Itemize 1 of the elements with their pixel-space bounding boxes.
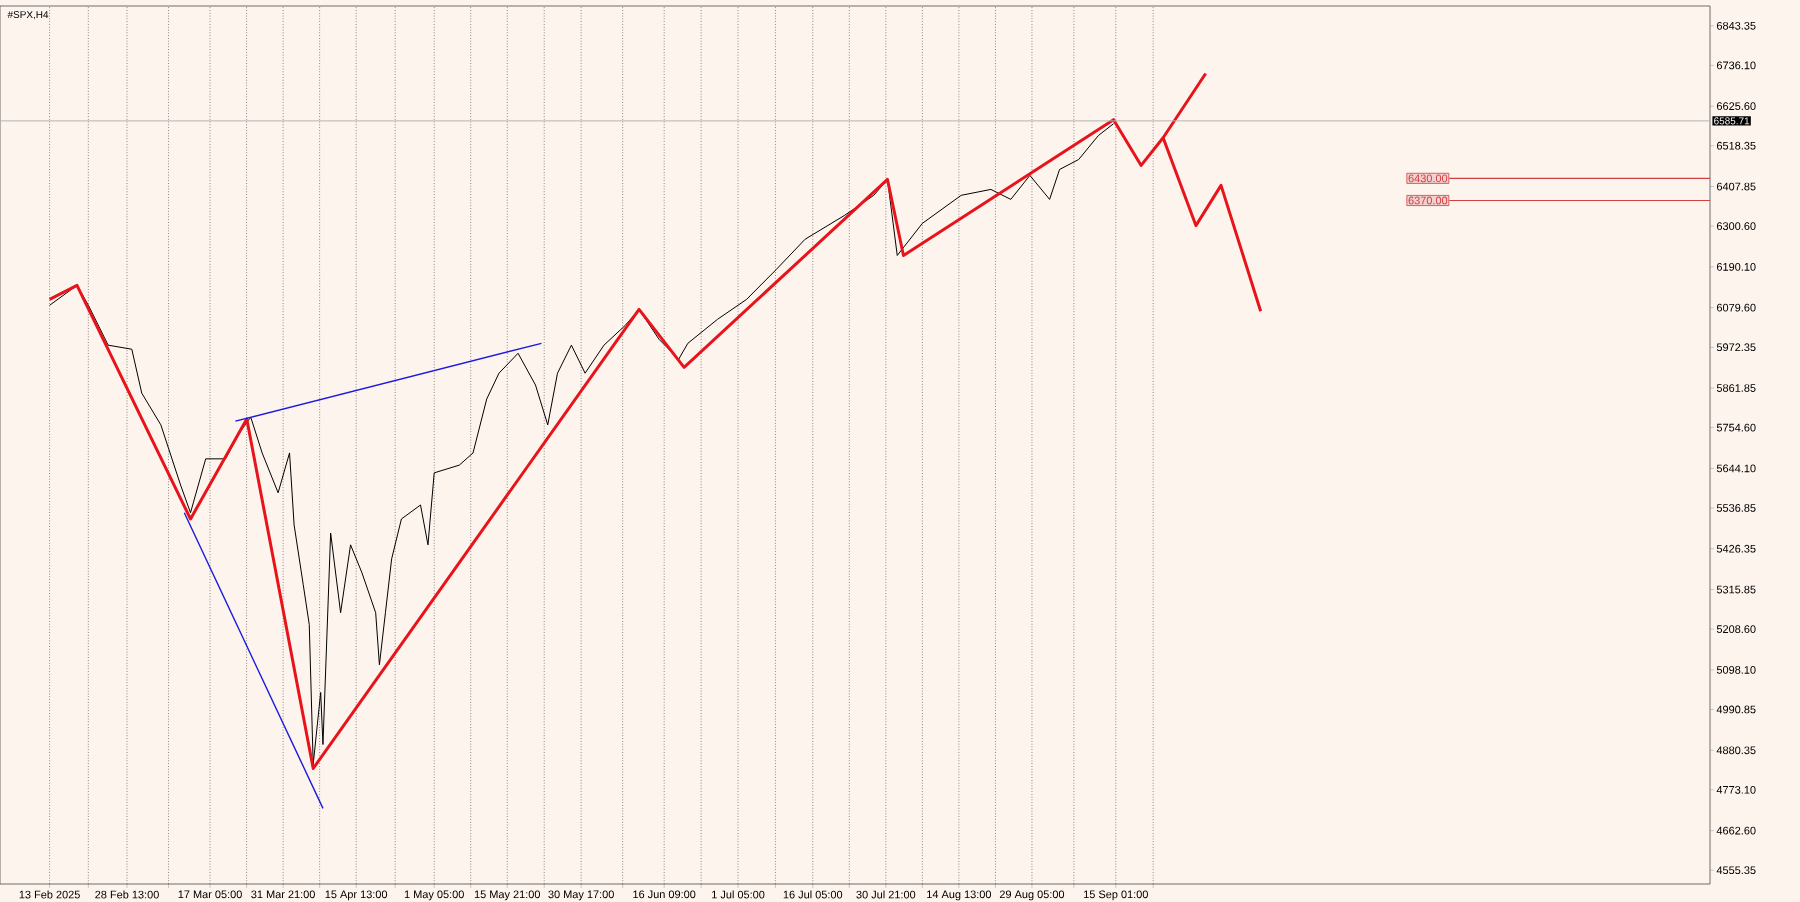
line-series <box>49 123 1115 765</box>
